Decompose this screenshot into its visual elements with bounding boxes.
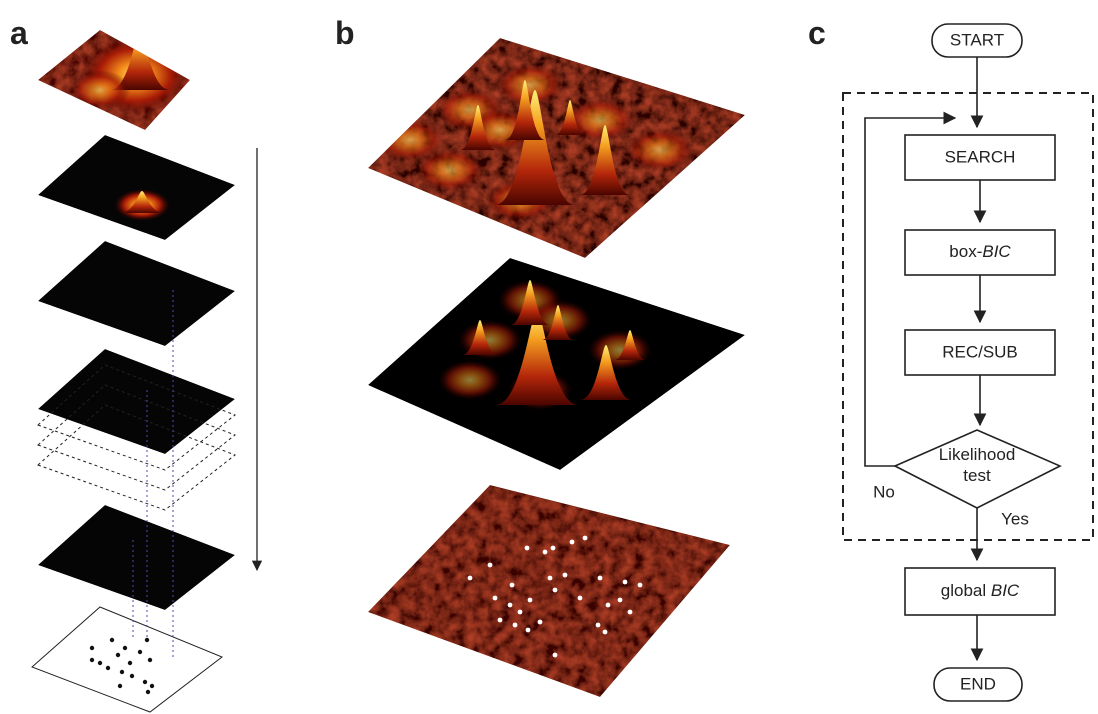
node-label: box-BIC [949, 242, 1011, 261]
glow [588, 330, 652, 370]
glow [438, 360, 502, 400]
localization-dot [618, 598, 623, 603]
localization-dot [548, 576, 553, 581]
localization-dot [553, 588, 558, 593]
localization-dot [90, 646, 94, 650]
localization-dot [638, 583, 643, 588]
localization-plane [32, 607, 222, 712]
surface-base [38, 241, 235, 346]
localization-dot [513, 623, 518, 628]
localization-dot [146, 690, 150, 694]
localization-dot [145, 638, 149, 642]
figure: a b c START SEARCH box-BIC REC/SUB Likel… [0, 0, 1098, 714]
localization-dot [603, 630, 608, 635]
localization-dot [543, 550, 548, 555]
node-label: REC/SUB [942, 342, 1018, 361]
label-line: Likelihood [939, 445, 1016, 464]
localization-dot [570, 540, 575, 545]
localization-dot [468, 576, 473, 581]
localization-dot [598, 576, 603, 581]
localization-dot [90, 658, 94, 662]
localization-dot [583, 536, 588, 541]
node-label: START [950, 30, 1004, 49]
localization-dot [123, 646, 127, 650]
localization-dot [596, 623, 601, 628]
surface-base [38, 135, 235, 240]
localization-dot [106, 666, 110, 670]
node-label: SEARCH [945, 147, 1016, 166]
label-part: box- [949, 242, 982, 261]
localization-dot [148, 658, 152, 662]
localization-dot [518, 610, 523, 615]
glow [565, 98, 635, 142]
surface [38, 135, 235, 240]
localization-dot [110, 638, 114, 642]
panel-a [32, 30, 257, 712]
localization-dot [526, 628, 531, 633]
localization-dot [551, 546, 556, 551]
label-part: global [941, 581, 991, 600]
localization-dot [120, 670, 124, 674]
glow [70, 70, 130, 110]
node-label: global BIC [941, 581, 1020, 600]
localization-dot [118, 684, 122, 688]
localization-dot [553, 653, 558, 658]
localization-dot [488, 563, 493, 568]
localization-dot [578, 596, 583, 601]
edge-label: Yes [1001, 509, 1029, 528]
surface [368, 485, 730, 697]
label-part: BIC [991, 581, 1020, 600]
localization-dot [98, 661, 102, 665]
surface [368, 38, 745, 258]
localization-dot [143, 680, 147, 684]
localization-dot [138, 650, 142, 654]
localization-dot [563, 573, 568, 578]
panel-label: c [808, 15, 826, 51]
localization-dot [628, 610, 633, 615]
localization-dot [528, 598, 533, 603]
panel-b [368, 38, 745, 697]
localization-dot [493, 596, 498, 601]
surface [368, 258, 745, 470]
localization-dot [510, 583, 515, 588]
localization-dot [116, 653, 120, 657]
localization-dot [128, 661, 132, 665]
glow [625, 128, 695, 172]
label-line: test [963, 466, 991, 485]
localization-dot [606, 603, 611, 608]
localization-dot [150, 684, 154, 688]
localization-dot [130, 674, 134, 678]
glow [495, 63, 565, 107]
localization-dot [508, 603, 513, 608]
localization-dot [538, 620, 543, 625]
localization-dot [623, 580, 628, 585]
localization-dot [498, 618, 503, 623]
glow [375, 118, 445, 162]
label-part: BIC [982, 242, 1011, 261]
surface [38, 30, 190, 130]
node-label: END [960, 674, 996, 693]
panel-label: b [335, 15, 355, 51]
surface-base [368, 485, 730, 697]
surface-base [38, 505, 235, 610]
localization-dot [525, 546, 530, 551]
panel-label: a [10, 15, 28, 51]
edge-label: No [873, 482, 895, 501]
